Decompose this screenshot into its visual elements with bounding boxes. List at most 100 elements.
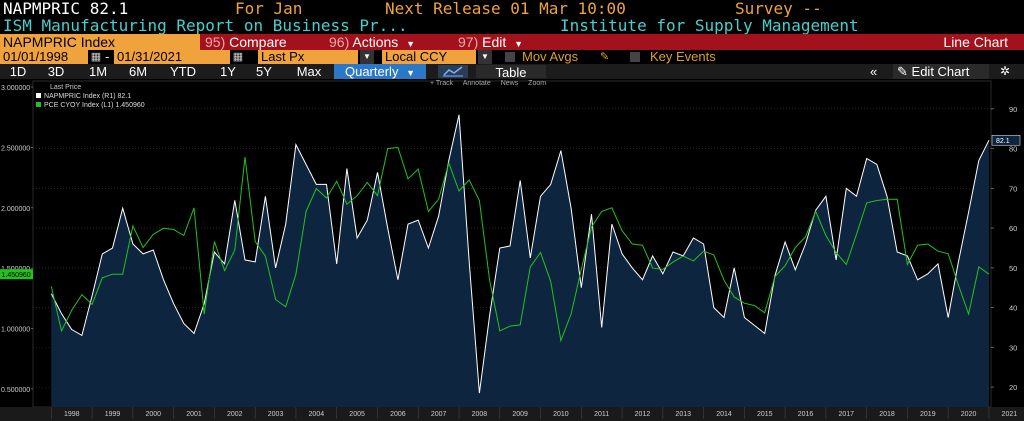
chart-lines	[50, 114, 990, 394]
right-tick-label: 70	[1009, 184, 1017, 193]
x-tick-label: 2011	[594, 411, 609, 418]
period-5y[interactable]: 5Y	[256, 64, 272, 79]
price-field-select[interactable]: Last Px	[258, 50, 358, 64]
x-tick-label: 2012	[635, 411, 651, 418]
right-value-tag	[991, 134, 1021, 146]
edit-chart-button[interactable]: ✎ Edit Chart	[893, 64, 989, 79]
frequency-label: Quarterly	[344, 64, 399, 79]
pce-line	[50, 146, 990, 343]
key-events-label[interactable]: Key Events	[650, 49, 716, 64]
x-tick-label: 1999	[105, 411, 121, 418]
calendar-icon[interactable]: ▦	[232, 51, 244, 63]
chevron-down-icon[interactable]: ▼	[360, 50, 374, 64]
napmpric-area	[51, 114, 990, 408]
x-tick-label: 2021	[1002, 411, 1018, 418]
x-tick-label: 2005	[349, 411, 365, 418]
x-tick-label: 2008	[472, 411, 488, 418]
next-release: Next Release 01 Mar 10:00	[385, 0, 626, 18]
left-tick-label: 2.000000	[1, 206, 30, 213]
left-tick-label: 2.500000	[1, 145, 30, 152]
mov-avgs-label[interactable]: Mov Avgs	[522, 49, 579, 64]
legend-item-pce[interactable]: PCE CYOY Index (L1) 1.450960	[36, 101, 166, 110]
right-tick-label: 90	[1009, 105, 1017, 114]
actions-label: Actions	[352, 34, 399, 50]
x-tick-label: 2009	[512, 411, 528, 418]
chart-settings-bar: 01/01/1998 ▦ - 01/31/2021 ▦ Last Px ▼ Lo…	[0, 50, 1024, 64]
security-source: Institute for Supply Management	[560, 16, 859, 35]
period-max[interactable]: Max	[296, 64, 322, 79]
legend-item-napmpric[interactable]: NAPMPRIC Index (R1) 82.1	[36, 92, 166, 101]
x-tick-label: 2010	[553, 411, 569, 418]
actions-number: 96)	[329, 34, 350, 50]
chart-tool-tray: + Track Annotate News Zoom	[430, 80, 554, 87]
chart-panel: 20304050607080900.5000001.0000001.500000…	[0, 79, 1024, 421]
x-axis-bar	[0, 407, 1024, 421]
pencil-icon: ✎	[897, 64, 908, 79]
security-description: ISM Manufacturing Report on Business Pr.…	[0, 17, 1024, 34]
period-1d[interactable]: 1D	[9, 64, 27, 79]
chart-axes: 20304050607080900.5000001.0000001.500000…	[0, 85, 1024, 421]
annotate-tool[interactable]: Annotate	[462, 80, 491, 87]
legend-heading: Last Price	[50, 84, 82, 91]
x-tick-label: 2018	[879, 411, 895, 418]
legend-swatch	[36, 93, 41, 98]
key-events-checkbox[interactable]	[630, 52, 640, 62]
chevron-down-icon: ▼	[514, 39, 524, 49]
release-period: For Jan	[235, 0, 303, 18]
right-tick-label: 20	[1009, 383, 1017, 392]
gear-icon[interactable]: ✲	[1000, 64, 1011, 78]
frequency-select[interactable]: Quarterly ▼	[334, 64, 426, 79]
line-chart-glyph	[443, 66, 463, 77]
edit-label: Edit	[482, 34, 507, 50]
chevron-down-icon[interactable]: ▼	[478, 50, 492, 64]
right-tick-label: 30	[1009, 343, 1017, 352]
zoom-tool[interactable]: Zoom	[528, 80, 547, 87]
track-tool[interactable]: + Track	[430, 80, 454, 87]
price-chart[interactable]: 20304050607080900.5000001.0000001.500000…	[0, 79, 1024, 421]
edit-number: 97)	[458, 34, 479, 50]
period-1m[interactable]: 1M	[88, 64, 108, 79]
compare-button[interactable]: 95) Compare	[202, 35, 322, 49]
period-6m[interactable]: 6M	[128, 64, 148, 79]
chart-legend: Last Price NAPMPRIC Index (R1) 82.1 PCE …	[36, 83, 166, 110]
napmpric-area-fill	[51, 114, 990, 408]
x-tick-label: 2013	[675, 411, 691, 418]
ticker-field[interactable]: NAPMPRIC Index	[0, 34, 200, 50]
x-tick-label: 2001	[186, 411, 202, 418]
x-tick-label: 2003	[268, 411, 284, 418]
legend-label: PCE CYOY Index (L1) 1.450960	[44, 102, 145, 109]
start-date-field[interactable]: 01/01/1998	[0, 50, 88, 64]
left-value-tag	[0, 269, 33, 280]
collapse-double-chevron-icon[interactable]: «	[870, 64, 878, 79]
x-tick-label: 2015	[757, 411, 773, 418]
edit-button[interactable]: 97) Edit ▼	[455, 35, 545, 49]
compare-number: 95)	[205, 34, 226, 50]
compare-label: Compare	[229, 34, 287, 50]
period-3d[interactable]: 3D	[47, 64, 65, 79]
right-tick-label: 80	[1009, 145, 1017, 154]
x-tick-label: 2019	[920, 411, 936, 418]
table-view-button[interactable]: Table	[476, 65, 546, 80]
function-toolbar: NAPMPRIC Index 95) Compare 96) Actions ▼…	[0, 34, 1024, 50]
period-bar: 1D 3D 1M 6M YTD 1Y 5Y Max Quarterly ▼ Ta…	[0, 64, 1024, 80]
security-header: NAPMPRIC 82.1 For Jan Next Release 01 Ma…	[0, 0, 1024, 17]
actions-button[interactable]: 96) Actions ▼	[326, 35, 452, 49]
x-tick-label: 2000	[145, 411, 161, 418]
currency-select[interactable]: Local CCY	[382, 50, 476, 64]
left-tick-label: 1.000000	[1, 327, 30, 334]
calendar-icon[interactable]: ▦	[90, 51, 102, 63]
chart-type-label: Line Chart	[943, 34, 1008, 50]
x-tick-label: 2004	[309, 411, 325, 418]
news-tool[interactable]: News	[500, 80, 519, 87]
chevron-down-icon: ▼	[406, 68, 415, 78]
line-chart-icon[interactable]	[438, 65, 468, 78]
end-date-field[interactable]: 01/31/2021	[114, 50, 230, 64]
period-1y[interactable]: 1Y	[220, 64, 236, 79]
x-tick-label: 1998	[64, 411, 80, 418]
pencil-icon[interactable]: ✎	[600, 51, 610, 63]
legend-swatch	[36, 102, 41, 107]
mov-avgs-checkbox[interactable]	[505, 52, 515, 62]
period-ytd[interactable]: YTD	[170, 64, 196, 79]
x-tick-label: 2002	[227, 411, 243, 418]
ticker-last-value: NAPMPRIC 82.1	[3, 0, 129, 18]
